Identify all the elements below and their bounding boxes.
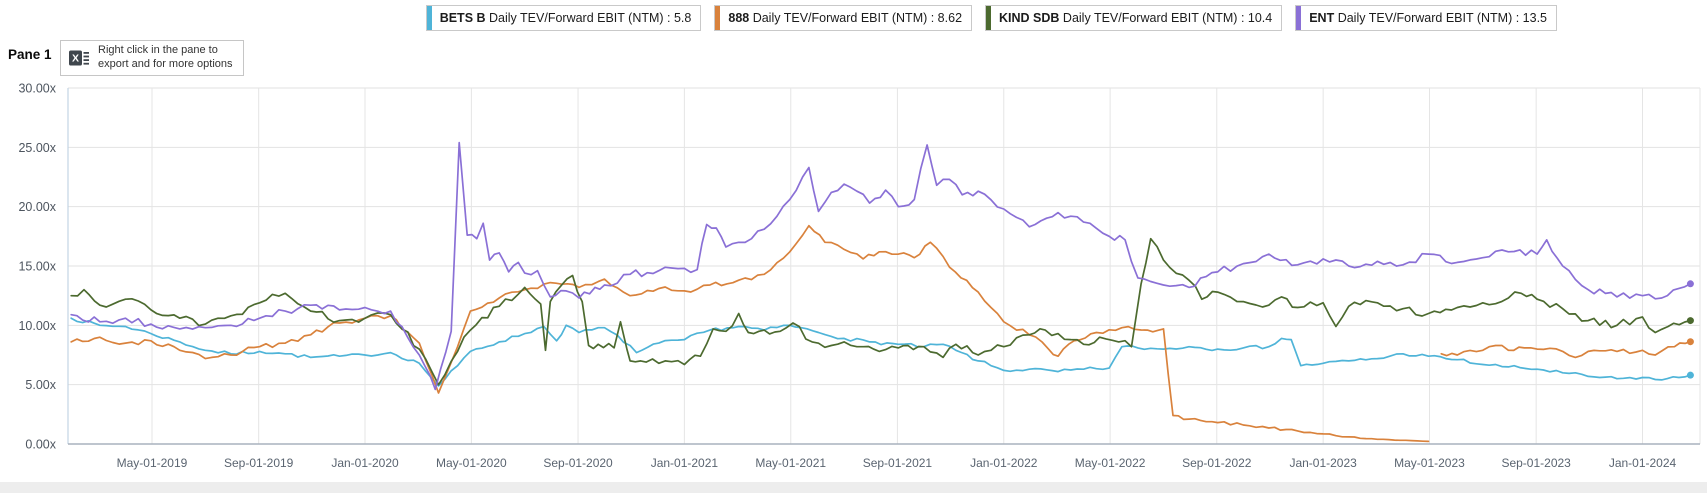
y-axis-label: 0.00x bbox=[25, 438, 56, 452]
series-end-dot-888 bbox=[1686, 338, 1694, 346]
series-end-dot-kind-sdb bbox=[1686, 317, 1694, 325]
x-axis-label: Jan-01-2023 bbox=[1289, 456, 1357, 470]
x-axis-label: Jan-01-2022 bbox=[970, 456, 1038, 470]
svg-text:X: X bbox=[72, 52, 79, 64]
legend-color-chip bbox=[715, 6, 721, 30]
excel-export-icon[interactable]: X bbox=[68, 47, 90, 69]
x-axis-label: May-01-2021 bbox=[755, 456, 826, 470]
legend-label: 888 Daily TEV/Forward EBIT (NTM) : 8.62 bbox=[728, 11, 963, 25]
pane-title: Pane 1 bbox=[8, 47, 52, 62]
x-axis-label: May-01-2019 bbox=[117, 456, 188, 470]
y-axis-label: 5.00x bbox=[25, 378, 56, 392]
series-line-kind-sdb[interactable] bbox=[70, 237, 1692, 386]
chart-pane[interactable]: 0.00x 5.00x 10.00x 15.00x 20.00x 25.00x 30.00x… bbox=[0, 0, 1707, 482]
legend-item-kind-sdb[interactable]: KIND SDB Daily TEV/Forward EBIT (NTM) : … bbox=[985, 5, 1283, 31]
x-axis-label: Sep-01-2019 bbox=[224, 456, 294, 470]
x-axis-label: Sep-01-2020 bbox=[543, 456, 613, 470]
x-axis-label: Jan-01-2024 bbox=[1609, 456, 1677, 470]
x-axis-label: Sep-01-2021 bbox=[863, 456, 933, 470]
x-axis-label: Sep-01-2023 bbox=[1501, 456, 1571, 470]
legend-color-chip bbox=[986, 6, 992, 30]
x-axis-label: Jan-01-2021 bbox=[651, 456, 719, 470]
series-end-dot-bets-b bbox=[1686, 371, 1694, 379]
y-axis-label: 20.00x bbox=[18, 200, 56, 214]
series-line-bets-b[interactable] bbox=[70, 317, 1692, 387]
legend-label: KIND SDB Daily TEV/Forward EBIT (NTM) : … bbox=[999, 11, 1273, 25]
export-hint-box[interactable]: X Right click in the pane to export and … bbox=[60, 40, 244, 76]
series-line-ent[interactable] bbox=[70, 141, 1692, 391]
y-axis-label: 25.00x bbox=[18, 141, 56, 155]
y-axis-label: 15.00x bbox=[18, 260, 56, 274]
series-end-dot-ent bbox=[1686, 280, 1694, 288]
x-axis-label: Sep-01-2022 bbox=[1182, 456, 1252, 470]
legend-color-chip bbox=[426, 6, 432, 30]
x-axis-label: May-01-2022 bbox=[1075, 456, 1146, 470]
legend-item-bets-b[interactable]: BETS B Daily TEV/Forward EBIT (NTM) : 5.… bbox=[425, 5, 702, 31]
bottom-strip bbox=[0, 482, 1707, 493]
chart-legend: BETS B Daily TEV/Forward EBIT (NTM) : 5.… bbox=[425, 5, 1557, 31]
series-line-888[interactable] bbox=[70, 224, 1430, 443]
series-line-888[interactable] bbox=[1440, 340, 1692, 359]
legend-label: ENT Daily TEV/Forward EBIT (NTM) : 13.5 bbox=[1309, 11, 1547, 25]
x-axis-label: May-01-2023 bbox=[1394, 456, 1465, 470]
x-axis-label: Jan-01-2020 bbox=[331, 456, 399, 470]
legend-label: BETS B Daily TEV/Forward EBIT (NTM) : 5.… bbox=[439, 11, 692, 25]
legend-item-ent[interactable]: ENT Daily TEV/Forward EBIT (NTM) : 13.5 bbox=[1295, 5, 1557, 31]
x-axis-label: May-01-2020 bbox=[436, 456, 507, 470]
legend-item-888[interactable]: 888 Daily TEV/Forward EBIT (NTM) : 8.62 bbox=[714, 5, 973, 31]
y-axis-label: 30.00x bbox=[18, 82, 56, 96]
legend-color-chip bbox=[1296, 6, 1302, 30]
y-axis-label: 10.00x bbox=[18, 319, 56, 333]
export-hint-text: Right click in the pane to export and fo… bbox=[98, 44, 233, 70]
